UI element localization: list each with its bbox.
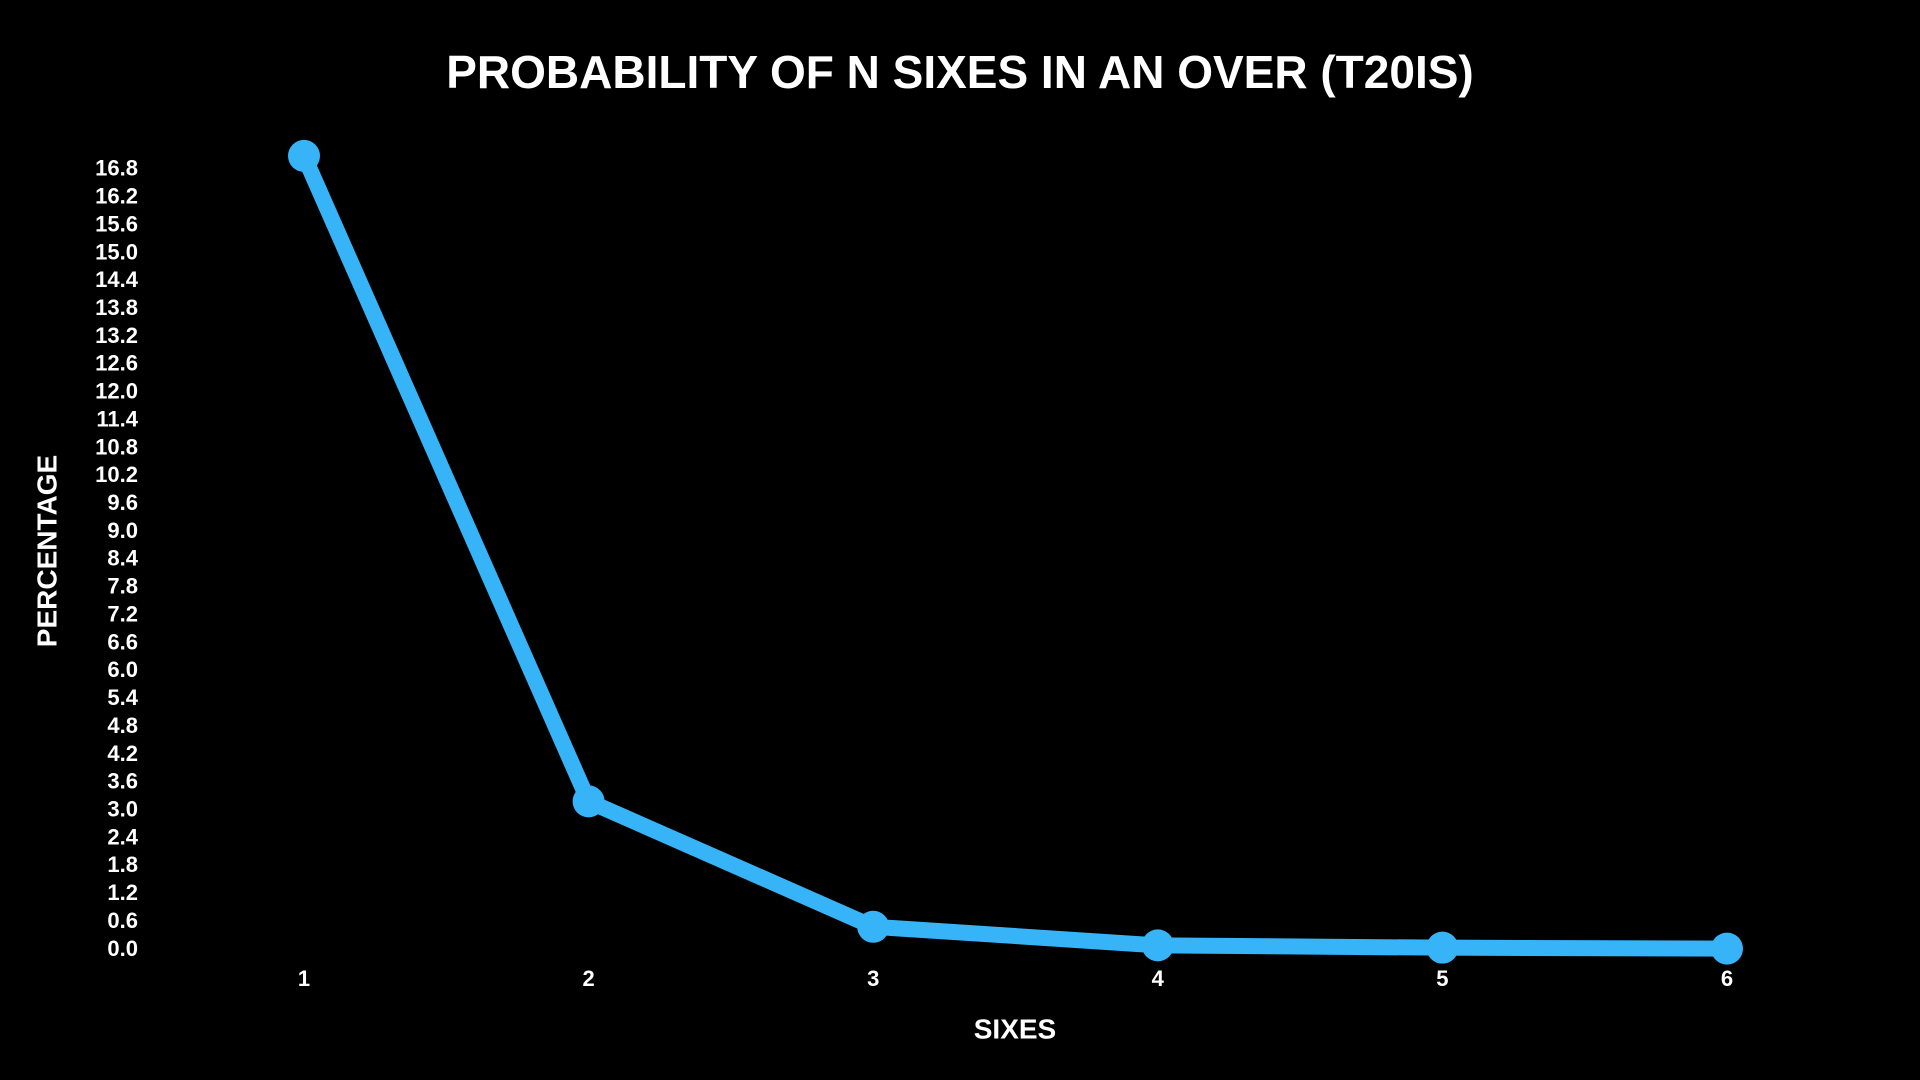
data-line: [296, 152, 1728, 957]
x-tick-label: 2: [582, 966, 594, 991]
x-tick-label: 1: [298, 966, 310, 991]
y-tick-label: 16.2: [95, 184, 138, 209]
data-point: [572, 785, 605, 818]
x-tick-label: 5: [1436, 966, 1448, 991]
y-tick-label: 12.0: [95, 379, 138, 404]
data-point: [1141, 929, 1174, 962]
y-tick-label: 0.0: [107, 936, 138, 961]
y-tick-label: 1.8: [107, 852, 138, 877]
y-tick-label: 9.0: [107, 518, 138, 543]
y-tick-label: 9.6: [107, 490, 138, 515]
y-tick-label: 15.6: [95, 211, 138, 236]
y-tick-label: 1.2: [107, 880, 138, 905]
y-tick-label: 13.8: [95, 295, 138, 320]
y-tick-label: 6.6: [107, 629, 138, 654]
y-axis-label: PERCENTAGE: [31, 455, 62, 647]
y-tick-label: 16.8: [95, 156, 138, 181]
x-axis-label: SIXES: [974, 1013, 1056, 1044]
x-tick-label: 4: [1152, 966, 1165, 991]
y-tick-label: 7.8: [107, 574, 138, 599]
y-tick-label: 6.0: [107, 657, 138, 682]
y-tick-label: 13.2: [95, 323, 138, 348]
y-tick-label: 4.8: [107, 713, 138, 738]
data-point: [1711, 932, 1743, 965]
y-tick-label: 3.0: [107, 797, 138, 822]
x-tick-label: 6: [1721, 966, 1733, 991]
y-tick-label: 2.4: [107, 824, 138, 849]
y-tick-label: 10.8: [95, 434, 138, 459]
data-point: [288, 139, 320, 172]
y-tick-label: 5.4: [107, 685, 138, 710]
y-tick-label: 8.4: [107, 546, 138, 571]
y-tick-label: 7.2: [107, 601, 138, 626]
y-tick-label: 10.2: [95, 462, 138, 487]
y-tick-label: 11.4: [96, 406, 138, 431]
data-point: [857, 910, 890, 943]
data-point: [1426, 931, 1459, 964]
y-tick-label: 3.6: [107, 769, 138, 794]
y-tick-label: 15.0: [95, 239, 138, 264]
y-tick-label: 14.4: [95, 267, 139, 292]
y-tick-label: 12.6: [95, 351, 138, 376]
x-tick-label: 3: [867, 966, 879, 991]
chart-title: PROBABILITY OF N SIXES IN AN OVER (T20IS…: [446, 46, 1473, 98]
y-tick-label: 0.6: [107, 908, 138, 933]
y-tick-label: 4.2: [107, 741, 138, 766]
